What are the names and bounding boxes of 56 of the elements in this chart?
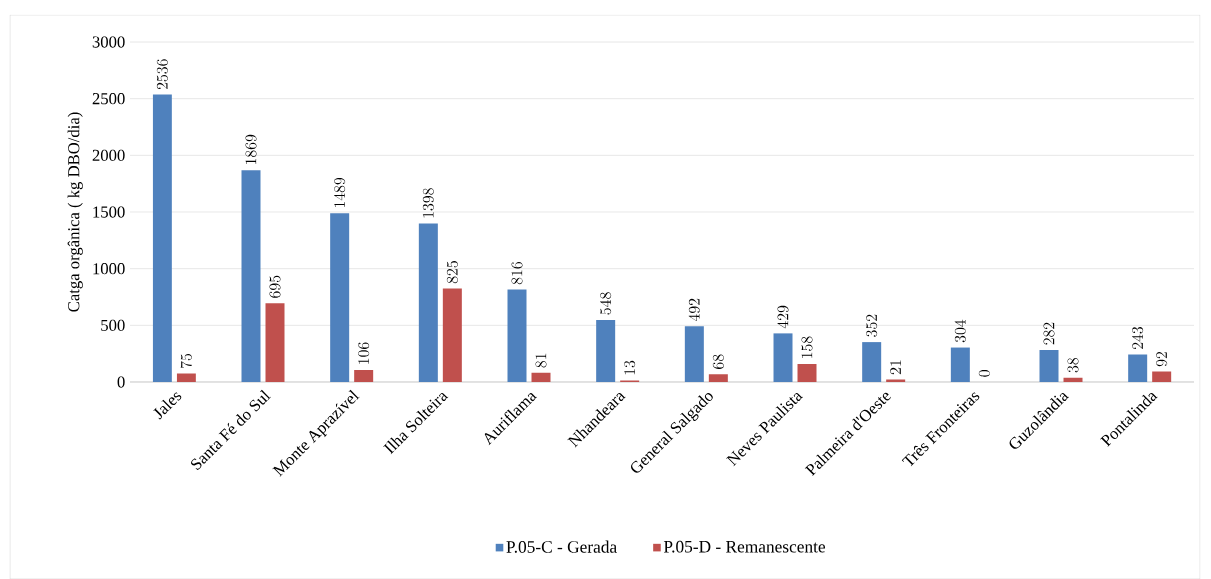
data-label: 492 [688, 298, 700, 322]
bar [1039, 350, 1059, 382]
y-axis-title: Catga orgânica ( kg DBO/dia) [67, 112, 83, 312]
data-label: 38 [1067, 357, 1079, 373]
bar [1063, 377, 1083, 382]
y-tick-label: 3000 [92, 36, 125, 48]
data-label: 548 [600, 292, 612, 315]
data-label: 2536 [156, 59, 168, 90]
bar [862, 342, 882, 382]
data-label: 106 [358, 342, 370, 364]
data-label: 21 [890, 360, 901, 375]
data-label: 1869 [245, 134, 257, 165]
bar [596, 319, 616, 382]
bar [1152, 371, 1172, 382]
bar [330, 213, 350, 382]
bar [176, 373, 196, 382]
bar [507, 289, 527, 382]
data-label: 68 [712, 354, 724, 369]
bar [531, 372, 551, 382]
data-label: 1489 [334, 177, 346, 208]
bar [797, 364, 817, 382]
y-tick-label: 500 [101, 319, 125, 331]
data-label: 1398 [422, 188, 434, 218]
x-tick-label: Jales [153, 392, 182, 420]
data-label: 304 [954, 319, 966, 343]
bar [241, 170, 261, 382]
bar [773, 333, 793, 382]
y-tick-label: 1000 [93, 263, 125, 275]
data-label: 158 [801, 336, 813, 358]
legend-label: P.05-D - Remanescente [663, 540, 826, 553]
data-label: 81 [535, 353, 547, 368]
data-label: 429 [777, 305, 789, 329]
data-label: 816 [511, 261, 523, 285]
y-tick-label: 0 [117, 376, 125, 388]
bar [684, 326, 704, 382]
data-label: 13 [624, 360, 636, 375]
data-label: 243 [1132, 326, 1144, 349]
data-label: 92 [1156, 351, 1168, 367]
bar [354, 369, 374, 382]
data-label: 282 [1043, 322, 1055, 345]
data-label: 75 [180, 353, 192, 368]
y-tick-label: 2000 [92, 149, 125, 161]
bar [442, 288, 462, 382]
bar [1128, 354, 1148, 382]
data-label: 695 [269, 275, 281, 298]
data-label: 825 [446, 261, 458, 284]
data-label: 352 [866, 314, 878, 337]
data-label: 0 [978, 370, 990, 377]
bar [265, 303, 285, 382]
y-tick-label: 2500 [92, 93, 125, 105]
legend-label: P.05-C - Gerada [506, 540, 617, 553]
bar [950, 347, 970, 382]
bar [708, 374, 728, 382]
y-tick-label: 1500 [93, 206, 125, 218]
bar [418, 223, 438, 382]
bar [152, 94, 172, 382]
